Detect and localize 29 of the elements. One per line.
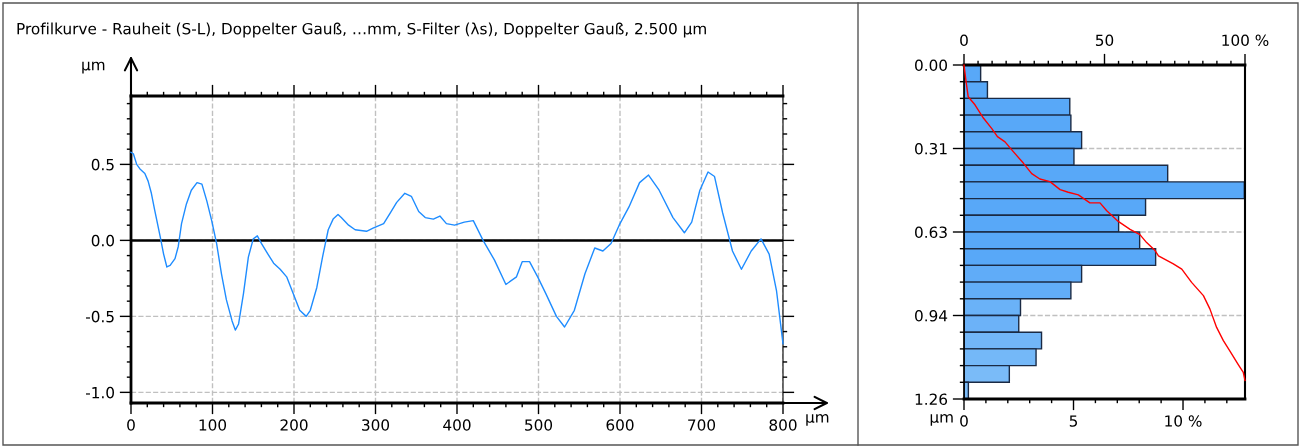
x-tick-label: 400 bbox=[443, 419, 471, 431]
y-axis-title: µm bbox=[82, 61, 105, 74]
y-tick-label: 0.63 bbox=[915, 226, 947, 239]
line-series bbox=[130, 151, 784, 345]
y-tick-label: 0.5 bbox=[91, 158, 114, 171]
x-tick-label: 500 bbox=[525, 419, 553, 431]
x-tick-label: 300 bbox=[362, 419, 390, 431]
x2-tick-label: 0 bbox=[960, 34, 968, 47]
x-axis-title: µm bbox=[806, 414, 829, 426]
x-tick-label: 0 bbox=[960, 415, 968, 427]
y-tick-label: 0.00 bbox=[915, 59, 948, 72]
y-tick-label: -0.5 bbox=[85, 310, 114, 323]
x-tick-label: 10 % bbox=[1165, 415, 1202, 427]
x-tick-label: 800 bbox=[769, 419, 797, 431]
x-tick-label: 700 bbox=[688, 419, 716, 431]
x2-tick-label: 100 % bbox=[1222, 34, 1269, 47]
x2-tick-label: 50 bbox=[1095, 34, 1114, 47]
y-tick-label: -1.0 bbox=[85, 386, 115, 399]
chart-title: Profilkurve - Rauheit (S-L), Doppelter Gauß, …mm, S-Filter (λs), Doppelter Gauß, 2.500 µm bbox=[17, 22, 706, 38]
y-tick-label: 0.94 bbox=[915, 309, 948, 322]
y-axis-title: µm bbox=[930, 414, 953, 426]
y-tick-label: 1.26 bbox=[915, 393, 948, 406]
x-tick-label: 600 bbox=[606, 419, 634, 431]
x-tick-label: 0 bbox=[127, 419, 135, 431]
y-tick-label: 0.0 bbox=[91, 234, 115, 247]
x-tick-label: 100 bbox=[199, 419, 227, 431]
x-tick-label: 200 bbox=[280, 419, 308, 431]
y-tick-label: 0.31 bbox=[915, 142, 947, 155]
x-tick-label: 5 bbox=[1069, 415, 1078, 427]
